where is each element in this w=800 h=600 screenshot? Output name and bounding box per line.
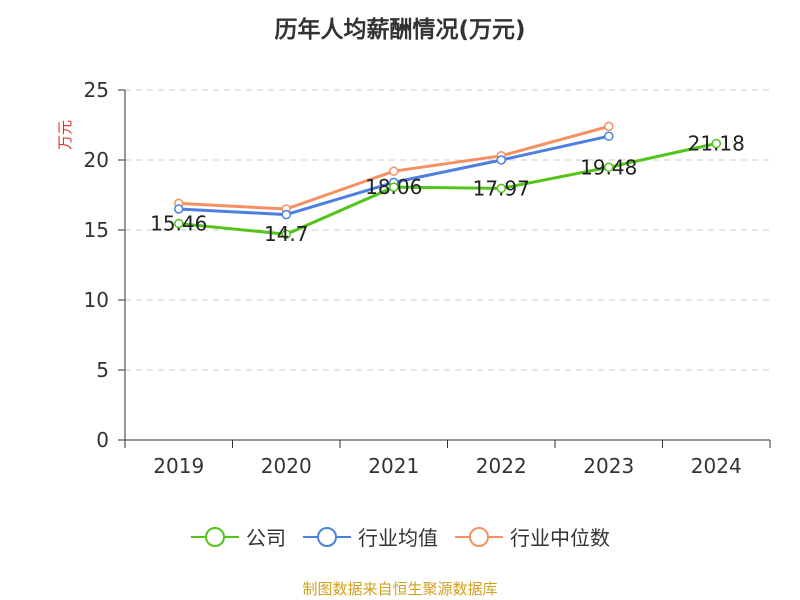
data-point-1-3[interactable] bbox=[496, 155, 506, 165]
data-label: 14.7 bbox=[264, 222, 309, 246]
legend-label: 行业中位数 bbox=[510, 526, 610, 550]
data-point-0-0[interactable] bbox=[174, 218, 184, 229]
data-label: 17.97 bbox=[473, 176, 530, 200]
data-point-1-0[interactable] bbox=[174, 204, 184, 214]
legend-item-1[interactable]: 行业均值 bbox=[302, 522, 438, 551]
data-point-0-5[interactable] bbox=[711, 138, 721, 149]
data-label: 21.18 bbox=[688, 131, 745, 155]
data-point-1-4[interactable] bbox=[604, 131, 614, 141]
data-label: 19.48 bbox=[580, 155, 637, 179]
data-label-layer: 15.46 14.7 18.06 17.97 19.48 21.18 bbox=[150, 131, 745, 246]
x-tick-label: 2022 bbox=[476, 454, 527, 478]
data-point-2-2[interactable] bbox=[389, 166, 399, 176]
legend-label: 公司 bbox=[246, 526, 286, 550]
legend-item-0[interactable]: 公司 bbox=[190, 522, 286, 551]
data-label: 18.06 bbox=[365, 175, 422, 199]
series-line-0 bbox=[178, 142, 717, 236]
data-point-0-3[interactable] bbox=[496, 183, 506, 194]
x-tick-label: 2023 bbox=[583, 454, 634, 478]
x-tick-label: 2024 bbox=[691, 454, 742, 478]
data-point-0-2[interactable] bbox=[389, 182, 399, 192]
series-layer bbox=[174, 121, 721, 239]
legend-label: 行业均值 bbox=[358, 526, 438, 550]
legend-marker-icon bbox=[303, 526, 351, 547]
source-note: 制图数据来自恒生聚源数据库 bbox=[302, 580, 498, 598]
data-point-2-4[interactable] bbox=[604, 121, 614, 132]
axis-layer: 0 5 10 15 20 25 2019 2020 2021 2022 2023 2024 万元 bbox=[56, 78, 771, 478]
chart-area: 0 5 10 15 20 25 2019 2020 2021 2022 2023 2024 万元 15.… bbox=[56, 78, 771, 478]
data-label: 15.46 bbox=[150, 212, 207, 236]
y-axis-label: 万元 bbox=[56, 120, 74, 150]
x-tick-label: 2020 bbox=[261, 454, 312, 478]
grid-layer bbox=[125, 89, 770, 371]
legend: 公司 行业均值 行业中位数 bbox=[0, 522, 800, 551]
y-tick-label: 5 bbox=[96, 358, 109, 382]
x-tick-label: 2021 bbox=[368, 454, 419, 478]
y-tick-label: 15 bbox=[84, 218, 109, 242]
data-point-0-4[interactable] bbox=[604, 162, 614, 173]
y-tick-label: 20 bbox=[84, 148, 109, 172]
x-tick-label: 2019 bbox=[153, 454, 204, 478]
y-tick-label: 0 bbox=[96, 428, 109, 452]
chart-title: 历年人均薪酬情况(万元) bbox=[274, 17, 526, 43]
legend-marker-icon bbox=[191, 526, 239, 547]
data-point-1-1[interactable] bbox=[281, 209, 291, 220]
data-point-0-1[interactable] bbox=[281, 229, 291, 239]
y-tick-label: 25 bbox=[84, 78, 109, 102]
legend-marker-icon bbox=[455, 526, 503, 547]
y-tick-label: 10 bbox=[84, 288, 109, 312]
legend-item-2[interactable]: 行业中位数 bbox=[454, 522, 610, 551]
